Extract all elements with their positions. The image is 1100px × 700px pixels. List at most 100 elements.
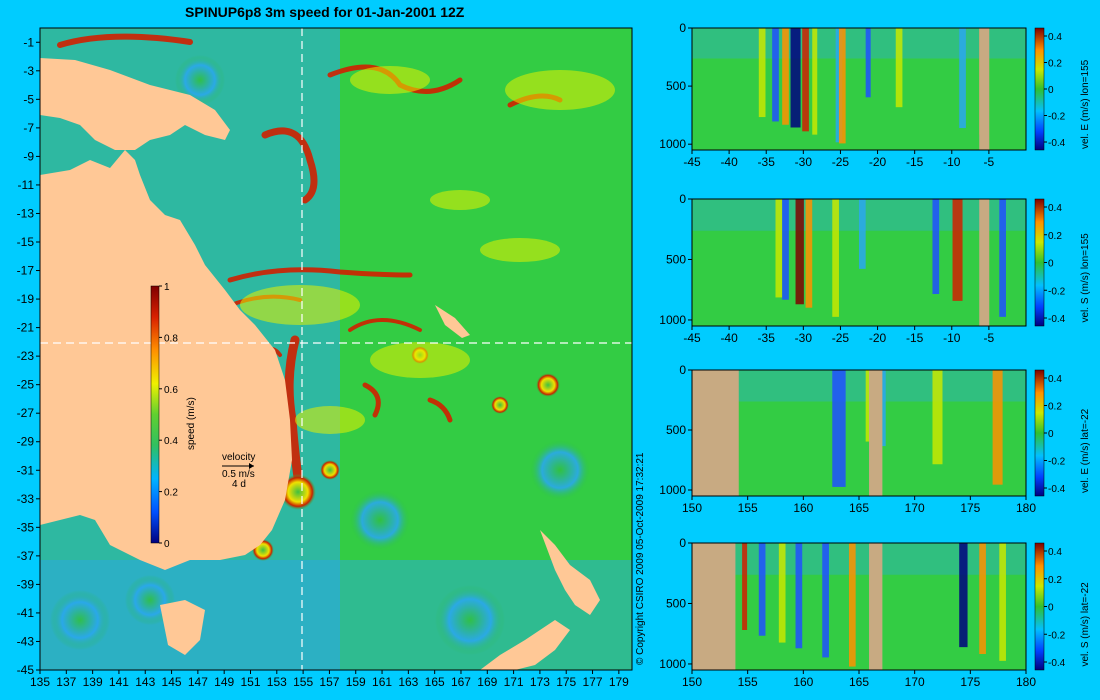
panel-x-tick-label: 155: [738, 675, 758, 689]
panel-y-tick-label: 0: [679, 21, 686, 35]
panel-x-tick-label: 170: [905, 501, 925, 515]
land-new-zealand-south: [480, 620, 570, 670]
panel-x-tick-label: -25: [832, 155, 850, 169]
copyright-text: © Copyright CSIRO 2009 05-Oct-2009 17:32…: [635, 452, 646, 665]
velocity-colorbar: [1034, 542, 1045, 671]
fast-current-feature: [430, 190, 490, 210]
panel-x-tick-label: 160: [793, 501, 813, 515]
speed-colorbar: [150, 285, 160, 544]
map-y-tick-label: -25: [17, 378, 35, 392]
land-tasmania: [160, 600, 205, 655]
map-x-tick-label: 165: [425, 675, 445, 689]
panel-x-tick-label: 150: [682, 675, 702, 689]
velocity-band: [999, 543, 1006, 661]
map-x-tick-label: 171: [504, 675, 524, 689]
map-x-tick-label: 167: [451, 675, 471, 689]
panel-x-tick-label: -40: [720, 331, 738, 345]
velocity-band: [782, 28, 789, 125]
velocity-colorbar-tick-label: 0: [1048, 259, 1054, 270]
slow-eddy-feature: [350, 490, 410, 550]
velocity-band: [832, 199, 839, 317]
map-x-tick-label: 135: [30, 675, 50, 689]
panel-x-tick-label: -30: [795, 155, 813, 169]
section-land: [692, 370, 739, 496]
panel-x-tick-label: -5: [984, 155, 995, 169]
velocity-colorbar-tick-label: 0.4: [1048, 32, 1062, 43]
section-panel: 0 500 1000 -45 -40 -35 -30 -25 -20 -15 -10 -5 0.4 0.2…: [659, 192, 1091, 345]
map-x-tick-label: 151: [240, 675, 260, 689]
speed-colorbar-tick-label: 0.4: [164, 436, 178, 447]
velocity-colorbar-tick-label: 0: [1048, 85, 1054, 96]
panel-surface-layer: [692, 370, 1026, 402]
velocity-colorbar: [1034, 369, 1045, 497]
map-x-tick-label: 163: [398, 675, 418, 689]
velocity-colorbar-tick-label: 0.2: [1048, 231, 1062, 242]
panel-x-tick-label: 170: [905, 675, 925, 689]
panel-x-tick-label: -30: [795, 331, 813, 345]
velocity-band: [959, 543, 968, 648]
panel-y-tick-label: 1000: [659, 313, 686, 327]
panel-background: [692, 28, 1026, 150]
section-panels: 0 500 1000 -45 -40 -35 -30 -25 -20 -15 -10 -5 0.4 0.2…: [659, 21, 1091, 689]
map-y-tick-label: -1: [23, 35, 34, 49]
panel-frame: [691, 27, 1027, 151]
velocity-band: [772, 28, 779, 122]
panel-x-tick-label: -40: [720, 155, 738, 169]
velocity-band: [742, 543, 748, 630]
map-y-tick-label: -37: [17, 549, 35, 563]
velocity-band: [795, 543, 803, 649]
map-y-tick-label: -29: [17, 435, 35, 449]
map-y-tick-label: -9: [23, 149, 34, 163]
velocity-colorbar: [1034, 198, 1045, 327]
velocity-colorbar-tick-label: 0.2: [1048, 575, 1062, 586]
panel-x-tick-label: 180: [1016, 501, 1036, 515]
map-x-tick-label: 177: [583, 675, 603, 689]
map-y-tick-label: -27: [17, 406, 35, 420]
velocity-colorbar-label: vel. S (m/s) lat=-22: [1080, 582, 1091, 667]
section-land: [979, 28, 990, 150]
panel-x-tick-label: -35: [758, 331, 776, 345]
map-x-tick-label: 153: [267, 675, 287, 689]
velocity-key-days: 4 d: [232, 479, 246, 490]
slow-eddy-feature: [435, 585, 505, 655]
panel-x-tick-label: 165: [849, 501, 869, 515]
land-new-caledonia: [435, 305, 470, 338]
jet-feature: [362, 382, 381, 418]
map-x-tick-label: 155: [293, 675, 313, 689]
map-y-tick-label: -5: [23, 92, 34, 106]
panel-y-tick-label: 1000: [659, 137, 686, 151]
velocity-band: [775, 199, 783, 298]
map-x-tick-label: 159: [346, 675, 366, 689]
velocity-band: [859, 199, 866, 269]
section-land: [692, 543, 736, 670]
map-x-tick-label: 137: [56, 675, 76, 689]
velocity-band: [999, 199, 1006, 317]
panel-x-tick-label: -5: [984, 331, 995, 345]
eddy-feature: [536, 373, 560, 397]
panel-x-tick-label: 175: [960, 675, 980, 689]
velocity-band: [848, 543, 856, 667]
panel-y-tick-label: 500: [666, 252, 686, 266]
speed-colorbar-tick-label: 0.2: [164, 488, 178, 499]
page-title: SPINUP6p8 3m speed for 01-Jan-2001 12Z: [185, 4, 465, 20]
panel-x-tick-label: -20: [869, 331, 887, 345]
velocity-band: [795, 199, 804, 305]
velocity-colorbar-tick-label: -0.2: [1048, 457, 1066, 468]
map-x-axis: 135 137 139 141 143 145 147 149 151 153 155 157 159 1…: [30, 670, 629, 689]
velocity-band: [979, 543, 986, 654]
panel-y-tick-label: 500: [666, 79, 686, 93]
velocity-colorbar-tick-label: 0: [1048, 603, 1054, 614]
velocity-colorbar-label: vel. S (m/s) lon=155: [1080, 233, 1091, 323]
velocity-colorbar: [1034, 27, 1045, 151]
panel-surface-layer: [692, 543, 1026, 575]
map-y-tick-label: -19: [17, 292, 35, 306]
velocity-band: [812, 28, 818, 135]
velocity-band: [835, 28, 843, 143]
map-y-tick-label: -17: [17, 264, 35, 278]
panel-surface-layer: [692, 28, 1026, 59]
map-y-tick-label: -39: [17, 577, 35, 591]
velocity-colorbar-tick-label: 0: [1048, 429, 1054, 440]
speed-colorbar-tick-label: 0.6: [164, 385, 178, 396]
velocity-key-arrowhead: [249, 463, 254, 469]
panel-y-tick-label: 1000: [659, 483, 686, 497]
